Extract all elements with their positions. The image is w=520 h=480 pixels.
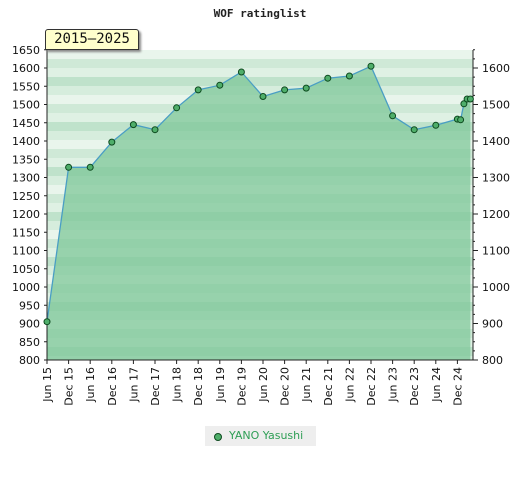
x-tick-label: Jun 17: [127, 367, 140, 403]
y-left-tick-label: 1300: [12, 172, 40, 185]
x-tick-label: Dec 23: [408, 367, 421, 406]
data-point: [108, 138, 116, 146]
y-left-tick-label: 1400: [12, 135, 40, 148]
legend: YANO Yasushi: [205, 426, 316, 446]
y-left-tick-label: 800: [19, 354, 40, 367]
x-tick-label: Dec 16: [106, 367, 119, 406]
x-tick-label: Jun 20: [257, 367, 270, 403]
y-left-tick-label: 1200: [12, 208, 40, 221]
y-left-tick-label: 1600: [12, 62, 40, 75]
y-right-tick-label: 800: [482, 354, 503, 367]
x-tick-label: Jun 19: [214, 367, 227, 403]
x-tick-label: Dec 22: [365, 367, 378, 406]
data-point: [410, 126, 418, 134]
data-points: [43, 62, 474, 326]
y-right-tick-label: 1200: [482, 208, 510, 221]
y-left-tick-label: 1250: [12, 190, 40, 203]
data-point: [237, 68, 245, 76]
y-left-tick-label: 1650: [12, 44, 40, 57]
data-point: [194, 86, 202, 94]
band: [47, 86, 473, 95]
y-left-tick-label: 1550: [12, 80, 40, 93]
chart-title: WOF ratinglist: [214, 7, 307, 20]
y-left-tick-label: 950: [19, 299, 40, 312]
x-tick-label: Dec 17: [149, 367, 162, 406]
rating-area: [47, 66, 471, 360]
y-left-tick-label: 1500: [12, 99, 40, 112]
x-tick-label: Dec 20: [279, 367, 292, 406]
data-point: [457, 116, 465, 124]
data-point: [466, 95, 474, 103]
data-point: [259, 93, 267, 100]
data-point: [43, 318, 51, 326]
legend-series-label: YANO Yasushi: [229, 429, 304, 442]
x-tick-label: Dec 19: [235, 367, 248, 406]
y-right-tick-label: 1100: [482, 245, 510, 258]
x-tick-label: Dec 18: [192, 367, 205, 406]
data-point: [151, 126, 159, 134]
data-point: [324, 74, 332, 82]
x-tick-label: Jun 21: [300, 367, 313, 403]
x-tick-label: Jun 15: [41, 367, 54, 403]
x-tick-label: Jun 22: [343, 367, 356, 403]
legend-marker-icon: [214, 433, 222, 441]
y-left-tick-label: 1050: [12, 263, 40, 276]
y-left-tick-label: 1100: [12, 245, 40, 258]
y-right-tick-label: 1600: [482, 62, 510, 75]
y-left-tick-label: 1000: [12, 281, 40, 294]
data-point: [86, 163, 94, 171]
y-right-tick-label: 1000: [482, 281, 510, 294]
data-point: [302, 84, 310, 92]
data-point: [173, 104, 181, 112]
y-left-tick-label: 1350: [12, 153, 40, 166]
data-point: [432, 121, 440, 129]
data-point: [367, 62, 375, 70]
axes: 800 850 900 950 1000 1050 1100 1150 1200 1250 1300…: [12, 44, 510, 406]
x-tick-label: Dec 24: [451, 367, 464, 406]
data-point: [216, 81, 224, 89]
band: [47, 59, 473, 68]
x-tick-label: Dec 15: [63, 367, 76, 406]
x-tick-label: Jun 23: [387, 367, 400, 403]
y-left-tick-label: 900: [19, 318, 40, 331]
period-label: 2015–2025: [45, 29, 139, 50]
x-tick-label: Jun 16: [84, 367, 97, 403]
y-left-tick-label: 1450: [12, 117, 40, 130]
y-right-tick-label: 1300: [482, 172, 510, 185]
y-right-tick-label: 1400: [482, 135, 510, 148]
y-left-tick-label: 1150: [12, 226, 40, 239]
data-point: [389, 112, 397, 120]
band: [47, 77, 473, 86]
band: [47, 50, 473, 59]
data-point: [345, 72, 353, 80]
data-point: [460, 100, 468, 108]
data-point: [281, 86, 289, 94]
band: [47, 68, 473, 77]
y-right-tick-label: 1500: [482, 99, 510, 112]
x-tick-label: Dec 21: [322, 367, 335, 406]
x-tick-label: Jun 18: [171, 367, 184, 403]
y-left-tick-label: 850: [19, 336, 40, 349]
data-point: [65, 163, 73, 171]
data-point: [129, 121, 137, 129]
x-tick-label: Jun 24: [430, 367, 443, 403]
y-right-tick-label: 900: [482, 318, 503, 331]
